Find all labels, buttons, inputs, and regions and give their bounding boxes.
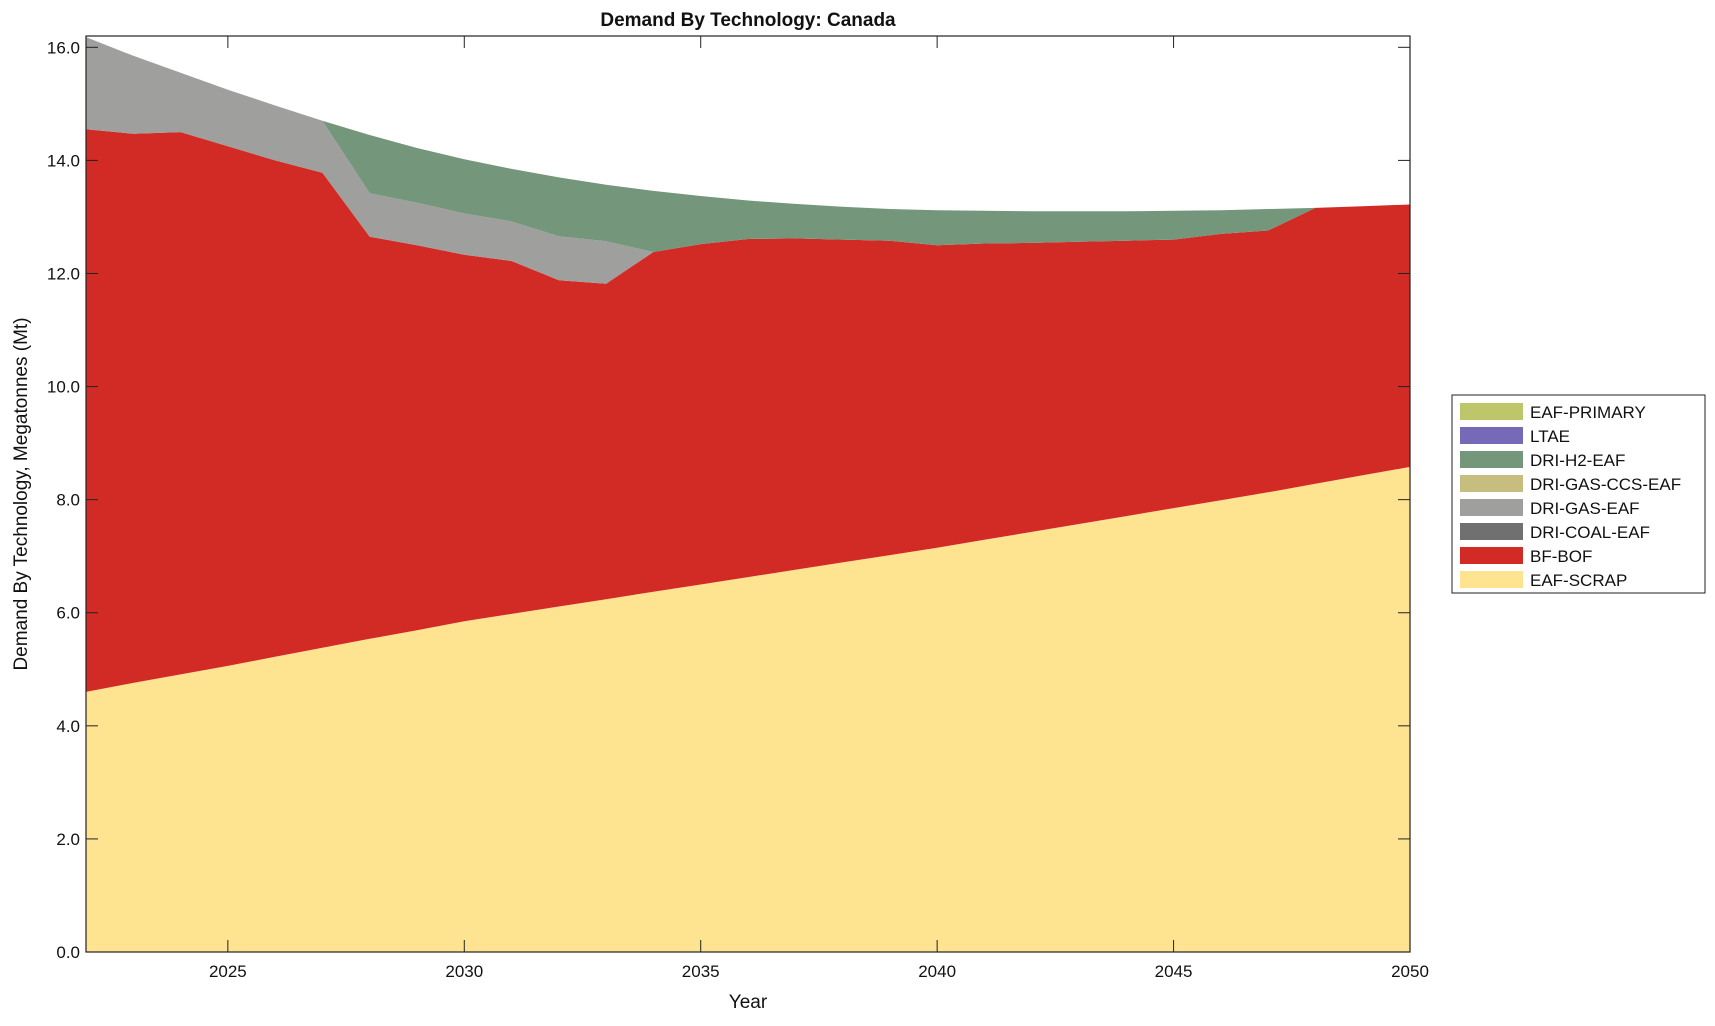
x-tick-label: 2035	[682, 962, 720, 981]
x-tick-label: 2045	[1155, 962, 1193, 981]
legend-label: DRI-GAS-EAF	[1530, 499, 1640, 518]
legend-item: DRI-GAS-EAF	[1460, 499, 1640, 518]
legend-swatch	[1460, 547, 1523, 564]
area-dri-h2-eaf	[86, 37, 1410, 252]
x-tick-label: 2040	[918, 962, 956, 981]
y-tick-label: 10.0	[47, 378, 80, 397]
legend-swatch	[1460, 499, 1523, 516]
y-tick-label: 6.0	[56, 604, 80, 623]
legend-label: LTAE	[1530, 427, 1570, 446]
legend-item: BF-BOF	[1460, 547, 1592, 566]
area-bf-bof	[86, 129, 1410, 692]
y-tick-label: 14.0	[47, 151, 80, 170]
legend-label: BF-BOF	[1530, 547, 1592, 566]
x-tick-label: 2025	[209, 962, 247, 981]
y-tick-label: 16.0	[47, 38, 80, 57]
legend-label: DRI-GAS-CCS-EAF	[1530, 475, 1681, 494]
y-tick-label: 12.0	[47, 264, 80, 283]
x-tick-label: 2030	[445, 962, 483, 981]
area-dri-gas-eaf	[86, 37, 1410, 284]
legend-label: EAF-SCRAP	[1530, 571, 1627, 590]
legend-swatch	[1460, 451, 1523, 468]
legend-swatch	[1460, 571, 1523, 588]
y-tick-label: 8.0	[56, 491, 80, 510]
legend-label: EAF-PRIMARY	[1530, 403, 1646, 422]
y-tick-label: 0.0	[56, 943, 80, 962]
area-eaf-scrap	[86, 466, 1410, 952]
legend-item: EAF-PRIMARY	[1460, 403, 1646, 422]
legend-label: DRI-H2-EAF	[1530, 451, 1625, 470]
legend-item: DRI-H2-EAF	[1460, 451, 1625, 470]
legend-item: LTAE	[1460, 427, 1570, 446]
x-axis-label: Year	[729, 992, 768, 1013]
y-axis-label: Demand By Technology, Megatonnes (Mt)	[11, 317, 32, 670]
legend-label: DRI-COAL-EAF	[1530, 523, 1650, 542]
legend-swatch	[1460, 475, 1523, 492]
legend-swatch	[1460, 523, 1523, 540]
legend-item: EAF-SCRAP	[1460, 571, 1627, 590]
x-tick-label: 2050	[1391, 962, 1429, 981]
y-tick-label: 2.0	[56, 830, 80, 849]
area-layers	[86, 37, 1410, 952]
legend-swatch	[1460, 427, 1523, 444]
legend-item: DRI-COAL-EAF	[1460, 523, 1650, 542]
plot-frame	[85, 35, 1411, 953]
axis-ticks: 2025 2030 2035 2040 2045 2050 0.0 2.0 4.0 6.0 8.0 1…	[47, 36, 1429, 981]
legend-swatch	[1460, 403, 1523, 420]
chart-title: Demand By Technology: Canada	[600, 10, 896, 31]
y-tick-label: 4.0	[56, 717, 80, 736]
legend-item: DRI-GAS-CCS-EAF	[1460, 475, 1681, 494]
legend: EAF-PRIMARY LTAE DRI-H2-EAF DRI-GAS-CCS-EAF…	[1451, 394, 1706, 594]
